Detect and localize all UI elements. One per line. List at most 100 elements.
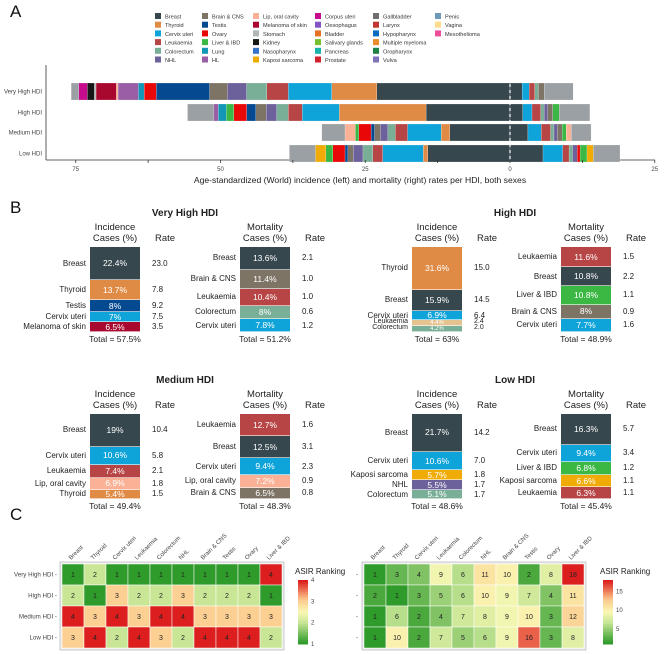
colorbar-step — [603, 642, 613, 645]
incidence-rate-melanoma-of-skin: 3.5 — [152, 322, 164, 332]
mortality-rate-colorectum: 0.6 — [302, 307, 314, 317]
heatmap-cell-value: 2 — [225, 593, 229, 600]
legend-label: Nasopharynx — [263, 49, 296, 55]
colorbar-step — [603, 620, 613, 623]
row-label-medium-hdi: Medium HDI - — [19, 614, 57, 621]
colorbar-step — [298, 618, 308, 621]
legend-swatch — [315, 30, 321, 37]
panel-label-c: C — [10, 505, 23, 524]
heatmap-cell-value: 2 — [93, 572, 97, 579]
legend-swatch — [315, 13, 321, 19]
bar-incidence-low-hdi-thyroid — [423, 144, 428, 163]
incidence-segment-breast: 15.9% — [412, 289, 462, 312]
colorbar-step — [298, 612, 308, 615]
legend-label: Brain & CNS — [212, 15, 244, 21]
incidence-rate-breast: 23.0 — [152, 258, 168, 268]
bar-incidence-high-hdi-cervix-uteri — [302, 103, 340, 122]
mortality-header: Mortality Cases (%) — [563, 222, 609, 244]
mortality-segment-brain-cns: 6.5% — [240, 487, 290, 499]
bar-mortality-high-hdi-nhl — [544, 103, 548, 122]
incidence-label-testis: Testis — [65, 301, 86, 311]
legend-swatch — [373, 39, 379, 46]
colorbar-step — [298, 642, 308, 645]
row-label-very-high-hdi: Very High HDI - — [14, 572, 57, 579]
colorbar-step — [298, 626, 308, 629]
incidence-header: Incidence Cases (%) — [414, 389, 460, 411]
column-label-nhl: NHL — [480, 548, 493, 561]
colorbar-step — [603, 604, 613, 607]
colorbar-step — [298, 584, 308, 587]
mortality-segment-breast: 13.6% — [240, 247, 290, 270]
bar-incidence-medium-hdi-thyroid — [440, 123, 450, 142]
bar-mortality-low-hdi-kaposi-sarcoma — [586, 144, 594, 163]
bar-incidence-high-hdi-breast — [425, 103, 511, 122]
legend-label: Vagina — [445, 23, 463, 29]
colorbar-step — [298, 624, 308, 627]
bar-incidence-very-high-hdi-melanoma-of-skin — [95, 82, 117, 101]
colorbar-step — [603, 630, 613, 633]
legend-item-mesothelioma: Mesothelioma — [435, 30, 481, 38]
legend-item-colorectum: Colorectum — [155, 47, 194, 55]
heatmap-cell-value: 3 — [225, 614, 229, 621]
incidence-segment-cervix-uteri: 7% — [90, 312, 140, 323]
rate-header: Rate — [476, 400, 498, 411]
legend-item-oesophagus: Oesophagus — [315, 21, 357, 29]
mortality-rate-brain-cns: 0.8 — [302, 488, 314, 498]
bar-incidence-medium-hdi-other — [321, 123, 346, 142]
colorbar-step — [603, 624, 613, 627]
mortality-segment-leukaemia: 6.3% — [561, 487, 611, 499]
panel-label-a: A — [10, 2, 22, 21]
mortality-label-cervix-uteri: Cervix uteri — [195, 461, 236, 471]
legend-label: Testis — [212, 23, 227, 29]
rate-header: Rate — [304, 233, 326, 244]
heatmap-cell-value: 2 — [159, 593, 163, 600]
heatmap-cell-value: 6 — [461, 593, 465, 600]
heatmap-legend: ASIR Ranking 15 10 5 — [600, 567, 650, 645]
bar-mortality-medium-hdi-cervix-uteri — [527, 123, 542, 142]
heatmap-cell-value: 2 — [247, 593, 251, 600]
colorbar-step — [298, 634, 308, 637]
x-tick-label: 25 — [362, 167, 369, 173]
mortality-label-breast: Breast — [533, 271, 557, 281]
y-tick-label-low-hdi: Low HDI — [19, 152, 42, 158]
heatmap-cell-value: 3 — [269, 614, 273, 621]
bar-incidence-low-hdi-liver-ibd — [325, 144, 333, 163]
heatmap-cell-value: 1 — [93, 593, 97, 600]
colorbar-step — [298, 606, 308, 609]
bar-incidence-low-hdi-breast — [427, 144, 511, 163]
x-tick-label: 25 — [651, 167, 658, 173]
colorbar-step — [603, 580, 613, 583]
colorbar-step — [298, 620, 308, 623]
mortality-rate-cervix-uteri: 3.4 — [623, 448, 635, 458]
colorbar-step — [603, 610, 613, 613]
legend-item-stomach: Stomach — [253, 30, 285, 38]
mortality-rate-leukaemia: 1.1 — [623, 488, 635, 498]
bar-mortality-low-hdi-nhl — [572, 144, 578, 163]
bar-incidence-high-hdi-nhl — [266, 103, 277, 122]
heatmap-cell-value: 8 — [549, 572, 553, 579]
mortality-label-cervix-uteri: Cervix uteri — [516, 320, 557, 330]
colorbar-step — [603, 590, 613, 593]
legend-item-oropharynx: Oropharynx — [373, 47, 412, 55]
mortality-label-liver-ibd: Liver & IBD — [516, 463, 557, 473]
mortality-rate-cervix-uteri: 1.6 — [623, 320, 635, 330]
colorbar-step — [298, 616, 308, 619]
mortality-label-colorectum: Colorectum — [195, 307, 236, 317]
legend-label: Prostate — [325, 58, 346, 64]
mortality-segment-leukaemia: 10.4% — [240, 288, 290, 306]
colorbar-tick-label: 3 — [311, 599, 315, 605]
legend-label: Oropharynx — [383, 49, 412, 55]
incidence-segment-cervix-uteri: 6.9% — [412, 311, 462, 321]
legend-label: Hypopharynx — [383, 32, 416, 38]
heatmap-legend: ASIR Ranking 4 3 2 1 — [295, 567, 345, 648]
x-tick-label: 50 — [217, 167, 224, 173]
hdi-group-title: Medium HDI — [156, 375, 214, 386]
legend-label: Vulva — [383, 58, 398, 64]
heatmap-cell-value: 1 — [115, 572, 119, 579]
legend-swatch — [373, 21, 379, 28]
heatmap-cell-value: 5 — [461, 635, 465, 642]
legend-label: Stomach — [263, 32, 285, 38]
bar-incidence-high-hdi-other — [187, 103, 214, 122]
mortality-label-liver-ibd: Liver & IBD — [516, 290, 557, 300]
legend-item-corpus-uteri: Corpus uteri — [315, 13, 355, 21]
